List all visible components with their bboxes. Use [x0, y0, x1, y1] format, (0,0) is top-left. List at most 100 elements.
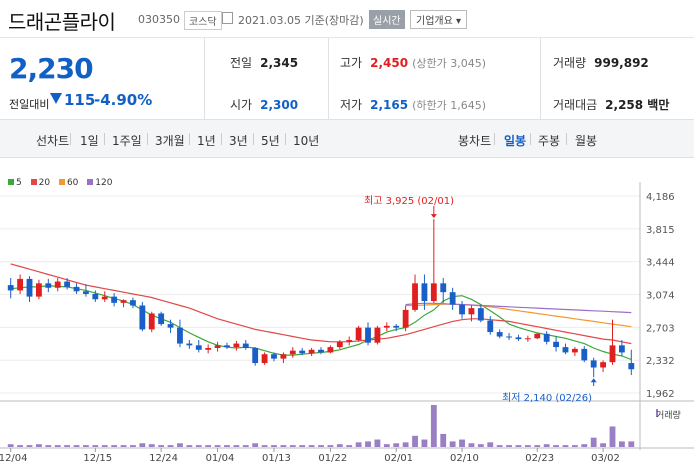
- period-10y[interactable]: 10년: [293, 134, 320, 148]
- x-tick-label: 12/24: [149, 453, 178, 464]
- legend-label: 60: [66, 178, 79, 188]
- low-price: 저가 2,165 (하한가 1,645): [340, 96, 486, 113]
- candle: [609, 345, 616, 363]
- candle: [242, 343, 249, 349]
- candle: [440, 283, 447, 293]
- candle: [252, 348, 259, 364]
- volume-bar: [496, 445, 503, 447]
- volume-bar: [252, 443, 259, 447]
- period-3y[interactable]: 3년: [229, 134, 248, 148]
- volume-bar: [440, 433, 447, 447]
- high-annotation: 최고 3,925 (02/01): [364, 196, 455, 207]
- volume-bar: [167, 445, 174, 447]
- prev-close: 전일 2,345: [230, 54, 298, 71]
- volume-bar: [571, 445, 578, 447]
- period-1d[interactable]: 1일: [80, 134, 99, 148]
- volume: 거래량 999,892: [553, 54, 649, 71]
- company-info-button[interactable]: 기업개요 ▾: [410, 10, 467, 29]
- volume-bar: [158, 445, 165, 447]
- volume-bar: [393, 443, 400, 447]
- stock-name: 드래곤플라이: [8, 10, 116, 34]
- volume-legend-swatch: [656, 409, 658, 417]
- legend-ma120[interactable]: 120: [87, 178, 112, 188]
- candle: [73, 286, 80, 292]
- volume-bar: [139, 443, 146, 447]
- stock-header: 드래곤플라이 030350 코스닥 2021.03.05 기준(장마감) 실시간…: [0, 0, 694, 38]
- divider: [104, 133, 105, 145]
- candle: [195, 345, 202, 350]
- x-tick-label: 01/13: [262, 453, 291, 464]
- candle: [120, 300, 127, 303]
- legend-ma20[interactable]: 20: [30, 178, 50, 188]
- candle-daily[interactable]: 일봉: [504, 134, 527, 148]
- candle: [534, 333, 541, 339]
- volume-bar: [383, 444, 390, 447]
- divider: [70, 133, 71, 145]
- y-tick-label: 2,703: [646, 323, 675, 334]
- candle: [111, 296, 118, 303]
- calendar-icon: [222, 12, 233, 24]
- candle: [54, 281, 61, 288]
- divider: [530, 133, 531, 145]
- candle: [336, 341, 343, 348]
- period-3m[interactable]: 3개월: [155, 134, 185, 148]
- candle: [83, 291, 89, 294]
- ma20-line: [10, 263, 632, 345]
- volume-bar: [402, 442, 409, 447]
- candle: [280, 354, 287, 359]
- candle-monthly[interactable]: 월봉: [575, 134, 598, 148]
- volume-bar: [346, 445, 353, 447]
- volume-bar: [35, 444, 42, 447]
- x-tick-label: 02/10: [450, 453, 479, 464]
- candle: [374, 327, 381, 343]
- change-percent: -4.90%: [94, 91, 153, 109]
- candle: [299, 350, 306, 354]
- volume-axis-label: 거래량: [656, 411, 681, 421]
- volume-bar: [54, 445, 61, 447]
- candle: [487, 320, 494, 333]
- low-annotation: 최저 2,140 (02/26): [502, 393, 593, 404]
- volume-bar: [506, 445, 512, 447]
- divider: [566, 133, 567, 145]
- candle: [459, 304, 465, 315]
- amount-value: 2,258 백만: [605, 98, 670, 112]
- candle-weekly[interactable]: 주봉: [538, 134, 561, 148]
- line-chart-label: 선차트: [36, 134, 70, 148]
- volume-bar: [421, 439, 428, 447]
- upper-limit: (상한가 3,045): [412, 57, 486, 70]
- volume-bar: [449, 441, 456, 447]
- volume-bar: [92, 445, 99, 447]
- y-tick-label: 3,815: [646, 225, 675, 236]
- open-value: 2,300: [260, 98, 299, 112]
- volume-bar: [327, 445, 334, 447]
- divider: [285, 133, 286, 145]
- period-toolbar: 선차트 1일 1주일 3개월 1년 3년 5년 10년 봉차트 일봉 주봉 월봉: [0, 120, 694, 158]
- volume-bar: [609, 426, 616, 447]
- volume-bar: [177, 443, 183, 447]
- candle: [524, 338, 531, 340]
- amount-label: 거래대금: [553, 98, 598, 112]
- divider: [147, 133, 148, 145]
- period-1w[interactable]: 1주일: [112, 134, 142, 148]
- divider: [253, 133, 254, 145]
- volume-bar: [130, 445, 136, 447]
- legend-ma5[interactable]: 5: [8, 178, 22, 188]
- candle: [261, 354, 268, 364]
- volume-bar: [308, 445, 315, 447]
- period-1y[interactable]: 1년: [197, 134, 216, 148]
- volume-bar: [45, 445, 52, 447]
- realtime-button[interactable]: 실시간: [369, 10, 405, 29]
- volume-bar: [233, 445, 240, 447]
- candle: [289, 350, 296, 355]
- candle: [45, 283, 52, 288]
- volume-bar: [618, 441, 625, 447]
- legend-ma60[interactable]: 60: [58, 178, 79, 188]
- period-5y[interactable]: 5년: [261, 134, 280, 148]
- candle: [393, 325, 400, 328]
- volume-label: 거래량: [553, 56, 587, 70]
- y-tick-label: 3,444: [646, 258, 675, 269]
- volume-bar: [214, 445, 221, 447]
- volume-bar: [515, 445, 522, 447]
- y-tick-label: 2,332: [646, 356, 675, 367]
